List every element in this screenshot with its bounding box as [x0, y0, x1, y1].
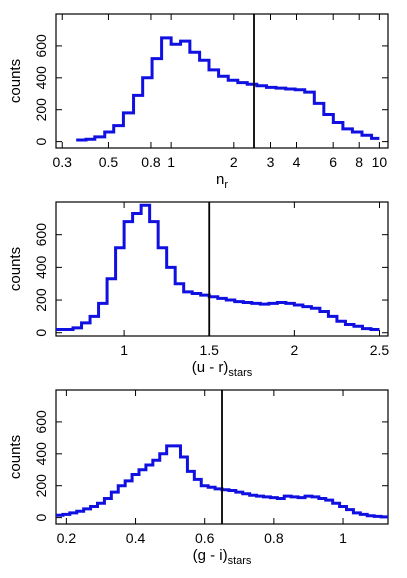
x-tick-label: 0.6 — [195, 530, 215, 546]
x-axis-label: (u - r)stars — [192, 359, 253, 379]
x-axis-label-main: n — [216, 171, 224, 188]
x-axis-label-main: (u - r) — [192, 359, 229, 376]
x-tick-label: 10 — [372, 154, 388, 170]
y-tick-label: 0 — [33, 514, 49, 522]
histogram-series — [76, 36, 380, 142]
x-tick-label: 4 — [293, 154, 301, 170]
x-tick-label: 0.8 — [264, 530, 284, 546]
x-tick-label: 2.5 — [370, 342, 390, 358]
plot-frame — [55, 13, 389, 149]
y-axis-label: counts — [7, 435, 24, 479]
x-tick-label: 3 — [267, 154, 275, 170]
plot-frame — [55, 201, 389, 337]
x-axis-label: (g - i)stars — [193, 547, 252, 567]
y-tick-label: 200 — [33, 98, 49, 122]
histogram-series — [56, 203, 380, 331]
x-axis-label-sub: r — [224, 179, 228, 191]
x-tick-label: 0.4 — [126, 530, 146, 546]
x-tick-label: 6 — [329, 154, 337, 170]
y-axis-label: counts — [7, 59, 24, 103]
y-tick-label: 0 — [33, 138, 49, 146]
x-axis-label-sub: stars — [228, 367, 252, 379]
panel-nr: 0.3 0.5 0.8 1 2 3 4 6 8 10 0 200 400 600 counts nr — [7, 13, 389, 191]
x-tick-label: 0.3 — [53, 154, 73, 170]
x-tick-label: 8 — [355, 154, 363, 170]
y-tick-label: 600 — [33, 410, 49, 434]
x-axis-label-main: (g - i) — [193, 547, 228, 564]
x-tick-label: 1.5 — [199, 342, 219, 358]
y-tick-label: 0 — [33, 329, 49, 337]
panel-ur-stars: 1 1.5 2 2.5 0 200 400 600 counts (u - r)stars — [7, 201, 390, 379]
x-tick-label: 1 — [167, 154, 175, 170]
x-tick-label: 0.2 — [57, 530, 77, 546]
y-tick-label: 400 — [33, 66, 49, 90]
y-tick-label: 400 — [33, 255, 49, 279]
x-axis-label-sub: stars — [228, 555, 252, 567]
y-tick-label: 200 — [33, 288, 49, 312]
y-tick-label: 400 — [33, 442, 49, 466]
panel-gi-stars: 0.2 0.4 0.6 0.8 1 0 200 400 600 counts (g - i)star… — [7, 389, 389, 567]
x-tick-label: 2 — [290, 342, 298, 358]
x-tick-label: 1 — [339, 530, 347, 546]
x-tick-label: 2 — [230, 154, 238, 170]
x-tick-label: 0.5 — [99, 154, 119, 170]
y-tick-label: 200 — [33, 474, 49, 498]
y-tick-label: 600 — [33, 34, 49, 58]
x-axis-label: nr — [216, 171, 228, 191]
x-tick-label: 0.8 — [141, 154, 161, 170]
y-tick-label: 600 — [33, 223, 49, 247]
y-axis-label: counts — [7, 247, 24, 291]
x-tick-label: 1 — [120, 342, 128, 358]
